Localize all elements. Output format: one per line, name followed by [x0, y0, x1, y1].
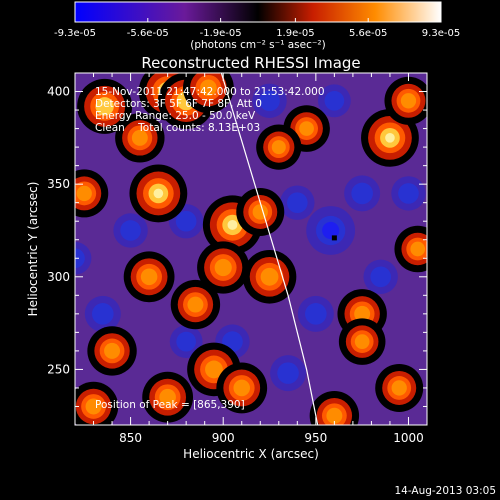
info-line-energy: Energy Range: 25.0 - 50.0 keV	[95, 110, 256, 122]
heat-blob-peak	[153, 188, 164, 199]
colorbar-tick-label: 9.3e-05	[422, 28, 460, 39]
cold-blob-mid	[120, 220, 141, 241]
solar-limb-curve	[220, 73, 319, 425]
cold-blob-mid	[351, 182, 373, 205]
cold-blob-mid	[175, 210, 197, 232]
y-axis-label: Heliocentric Y (arcsec)	[26, 182, 40, 317]
heat-blob-core	[400, 93, 417, 109]
cold-blob-mid	[324, 90, 345, 111]
x-tick-label: 1000	[393, 431, 424, 445]
colorbar-gradient	[75, 2, 441, 22]
y-tick-label: 300	[47, 270, 70, 284]
cold-blob-mid	[75, 248, 85, 269]
cold-blob-mid	[176, 331, 196, 352]
colorbar-tick-label: -9.3e-05	[54, 28, 96, 39]
cold-blob-mid	[259, 90, 280, 112]
plot-frame	[74, 72, 428, 426]
x-tick-label: 900	[212, 431, 235, 445]
cold-blob-core	[322, 221, 340, 240]
heatmap-hot-layer	[75, 73, 427, 425]
heat-blob-core	[299, 121, 314, 136]
heat-blob-core	[131, 129, 148, 146]
cold-blob-mid	[91, 303, 114, 325]
heatmap-cold-layer	[75, 83, 426, 392]
cold-blob-mid	[305, 303, 327, 325]
colorbar-tick-label: -1.9e-05	[200, 28, 242, 39]
cold-blob-mid	[277, 362, 299, 384]
heat-blob-core	[85, 398, 102, 415]
heat-blob-core	[140, 268, 158, 286]
colorbar-frame	[74, 1, 442, 23]
heat-blob-core	[326, 407, 343, 424]
info-line-time: 15-Nov-2011 21:47:42.000 to 21:53:42.000	[95, 86, 325, 98]
chart-title: Reconstructed RHESSI Image	[141, 54, 360, 72]
heat-blob-core	[205, 360, 223, 379]
cold-blob-mid	[398, 183, 419, 204]
heat-blob-core	[233, 379, 251, 397]
heat-blob-core	[271, 140, 286, 155]
heat-blob-core	[252, 204, 268, 220]
heat-blob-core	[159, 388, 176, 406]
heat-blob-core	[260, 267, 279, 286]
colorbar-unit-label: (photons cm⁻² s⁻¹ asec⁻²)	[190, 39, 325, 51]
heat-blob-core	[354, 305, 371, 322]
heat-blob-core	[76, 185, 92, 202]
heat-blob-peak	[227, 219, 238, 230]
heat-blob-core	[104, 342, 121, 359]
peak-marker	[331, 235, 337, 241]
heat-blob-peak	[385, 133, 395, 143]
y-tick-label: 250	[47, 362, 70, 376]
heat-blob-core	[95, 97, 114, 116]
info-line-counts: Clean Total counts: 8.13E+03	[95, 122, 260, 134]
colorbar-tick-label: -5.6e-05	[127, 28, 169, 39]
cold-blob-mid	[370, 266, 392, 288]
heat-blob-core	[214, 258, 232, 277]
axis-ticks: 850 900 950 1000 250 300 350 400	[47, 72, 428, 445]
colorbar-tick-label: 5.6e-05	[349, 28, 387, 39]
heat-blob-core	[187, 296, 204, 313]
colorbar: -9.3e-05 -5.6e-05 -1.9e-05 1.9e-05 5.6e-05 9.…	[54, 1, 460, 51]
heat-blob-core	[410, 241, 426, 257]
plot-area	[75, 73, 427, 425]
x-tick-label: 850	[119, 431, 142, 445]
x-tick-label: 950	[304, 431, 327, 445]
heat-blob-core	[200, 79, 217, 97]
y-tick-label: 350	[47, 177, 70, 191]
heat-blob-core	[354, 334, 370, 349]
colorbar-ticks: -9.3e-05 -5.6e-05 -1.9e-05 1.9e-05 5.6e-05 9.…	[54, 18, 460, 39]
info-line-detectors: Detectors: 3F 5F 6F 7F 8F, Att 0	[95, 98, 262, 110]
cold-blob-mid	[286, 192, 308, 214]
y-tick-label: 400	[47, 85, 70, 99]
info-block: 15-Nov-2011 21:47:42.000 to 21:53:42.000…	[95, 86, 325, 134]
colorbar-tick-label: 1.9e-05	[276, 28, 314, 39]
peak-position-label: Position of Peak = [865,390]	[95, 399, 245, 411]
timestamp: 14-Aug-2013 03:05	[394, 485, 496, 497]
x-axis-label: Heliocentric X (arcsec)	[183, 447, 319, 461]
heat-blob-core	[391, 380, 407, 396]
